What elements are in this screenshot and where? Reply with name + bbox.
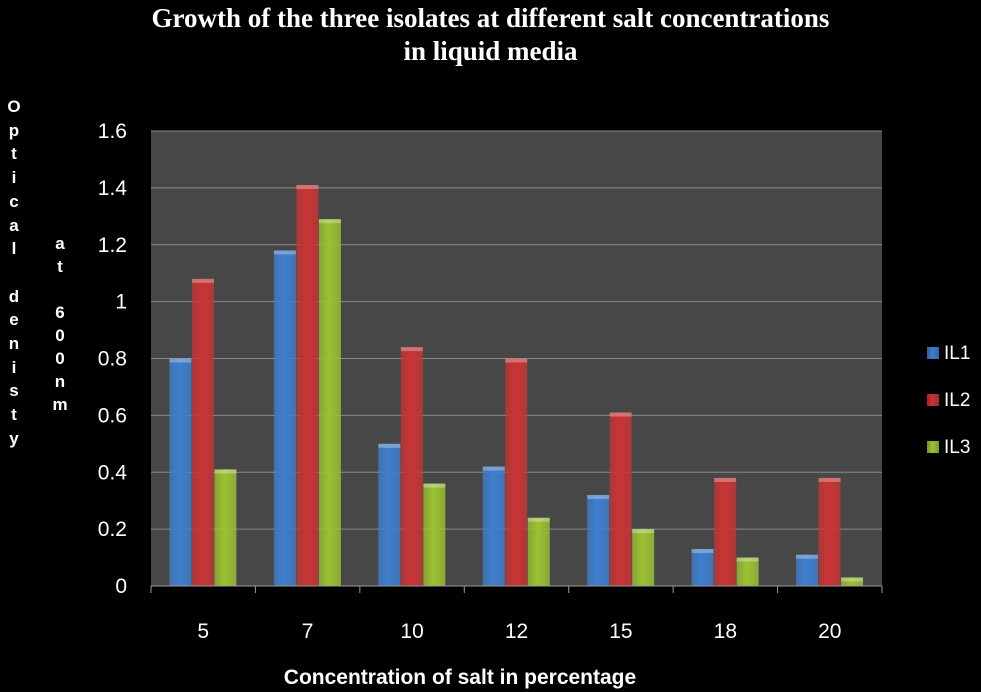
bar-il3-20 xyxy=(841,577,864,586)
bar-il1-5 xyxy=(169,358,192,586)
y-tick-label: 0.2 xyxy=(98,518,127,541)
bar-highlight xyxy=(796,554,819,559)
x-ticks xyxy=(150,586,883,593)
bar-highlight xyxy=(273,250,296,255)
y-label-char xyxy=(4,261,24,285)
y-label-char: t xyxy=(11,144,17,164)
bar-highlight xyxy=(423,483,446,488)
bar-highlight xyxy=(609,412,632,417)
y-label-char: 0 xyxy=(55,349,65,368)
bar-highlight xyxy=(482,466,505,471)
bar-il3-18 xyxy=(736,557,759,586)
bar-il2-18 xyxy=(714,477,737,586)
y-label-char: l xyxy=(11,239,17,259)
y-label-char: p xyxy=(8,120,20,140)
bar-highlight xyxy=(318,219,341,224)
bar-il2-5 xyxy=(191,278,214,586)
y-tick-label: 0.8 xyxy=(98,348,127,371)
y-label-char: 0 xyxy=(55,326,65,345)
y-label-char: y xyxy=(9,428,19,448)
bar-il2-7 xyxy=(296,185,319,586)
bar-highlight xyxy=(400,347,423,352)
y-tick-label: 1.2 xyxy=(98,234,127,257)
y-label-char: m xyxy=(52,395,68,414)
bar-highlight xyxy=(587,495,610,499)
bars xyxy=(169,185,864,586)
bar-highlight xyxy=(818,477,841,482)
y-tick-label: 1 xyxy=(115,291,127,314)
y-label-char: c xyxy=(9,191,19,211)
bar-highlight xyxy=(527,517,550,522)
legend-label-il1: IL1 xyxy=(944,343,970,364)
x-tick-label: 7 xyxy=(302,620,314,643)
bar-il2-12 xyxy=(505,358,528,586)
bar-il3-7 xyxy=(318,219,341,586)
legend-swatch-il1 xyxy=(927,347,939,359)
x-tick-label: 20 xyxy=(818,620,841,643)
x-tick-label: 10 xyxy=(400,620,423,643)
x-tick-labels: 5 7 10 12 15 18 20 xyxy=(197,620,841,643)
y-tick-label: 1.4 xyxy=(98,177,128,200)
bar-highlight xyxy=(632,529,655,534)
legend-swatch-il2 xyxy=(927,394,939,406)
y-tick-label: 0.4 xyxy=(98,461,128,484)
y-label-char: i xyxy=(11,357,17,377)
x-tick-label: 18 xyxy=(714,620,737,643)
bar-highlight xyxy=(378,443,401,448)
y-label-char: n xyxy=(54,372,66,391)
bar-il3-12 xyxy=(527,517,550,586)
bar-highlight xyxy=(736,557,759,562)
x-tick-label: 5 xyxy=(197,620,209,643)
chart-title: Growth of the three isolates at differen… xyxy=(0,2,981,68)
y-label-char: O xyxy=(7,97,21,116)
y-label-char xyxy=(50,278,70,301)
bar-il1-15 xyxy=(587,495,610,586)
y-label-char: d xyxy=(8,286,20,306)
bar-highlight xyxy=(505,358,528,363)
bar-il1-10 xyxy=(378,443,401,586)
x-axis-label: Concentration of salt in percentage xyxy=(283,666,637,689)
bar-il1-18 xyxy=(691,549,714,586)
bar-il2-20 xyxy=(818,477,841,586)
bar-il2-10 xyxy=(400,347,423,586)
bar-highlight xyxy=(214,469,237,474)
y-label-char: i xyxy=(11,168,17,188)
bar-highlight xyxy=(841,577,864,582)
bar-il3-10 xyxy=(423,483,446,586)
y-label-char: s xyxy=(9,381,19,401)
bar-il1-12 xyxy=(482,466,505,586)
legend-label-il2: IL2 xyxy=(944,390,970,411)
y-label-char: a xyxy=(55,234,65,253)
y-label-char: a xyxy=(9,215,19,235)
bar-il3-5 xyxy=(214,469,237,586)
y-tick-label: 0.6 xyxy=(98,404,127,427)
legend-label-il3: IL3 xyxy=(944,437,970,458)
bar-highlight xyxy=(691,549,714,554)
bar-highlight xyxy=(714,477,737,482)
bar-il2-15 xyxy=(609,412,632,586)
x-tick-label: 15 xyxy=(609,620,632,643)
y-label-char: t xyxy=(11,405,17,425)
y-tick-label: 0 xyxy=(115,575,127,598)
bar-il3-15 xyxy=(632,529,655,586)
chart-title-line2: in liquid media xyxy=(403,36,578,66)
y-tick-label: 1.6 xyxy=(98,120,127,143)
y-label-char: t xyxy=(57,257,63,276)
legend-swatch-il3 xyxy=(927,441,939,453)
bar-il1-7 xyxy=(273,250,296,586)
y-label-char: 6 xyxy=(55,303,65,322)
chart-title-line1: Growth of the three isolates at differen… xyxy=(151,3,830,33)
bar-il1-20 xyxy=(796,554,819,586)
x-tick-label: 12 xyxy=(505,620,528,643)
y-label-char: e xyxy=(9,310,19,330)
y-tick-labels: 0 0.2 0.4 0.6 0.8 1 1.2 1.4 1.6 xyxy=(98,120,128,598)
bar-highlight xyxy=(296,185,319,190)
y-label-char: n xyxy=(8,334,20,354)
bar-highlight xyxy=(191,278,214,283)
bar-highlight xyxy=(169,358,192,363)
legend: IL1 IL2 IL3 xyxy=(927,343,970,458)
